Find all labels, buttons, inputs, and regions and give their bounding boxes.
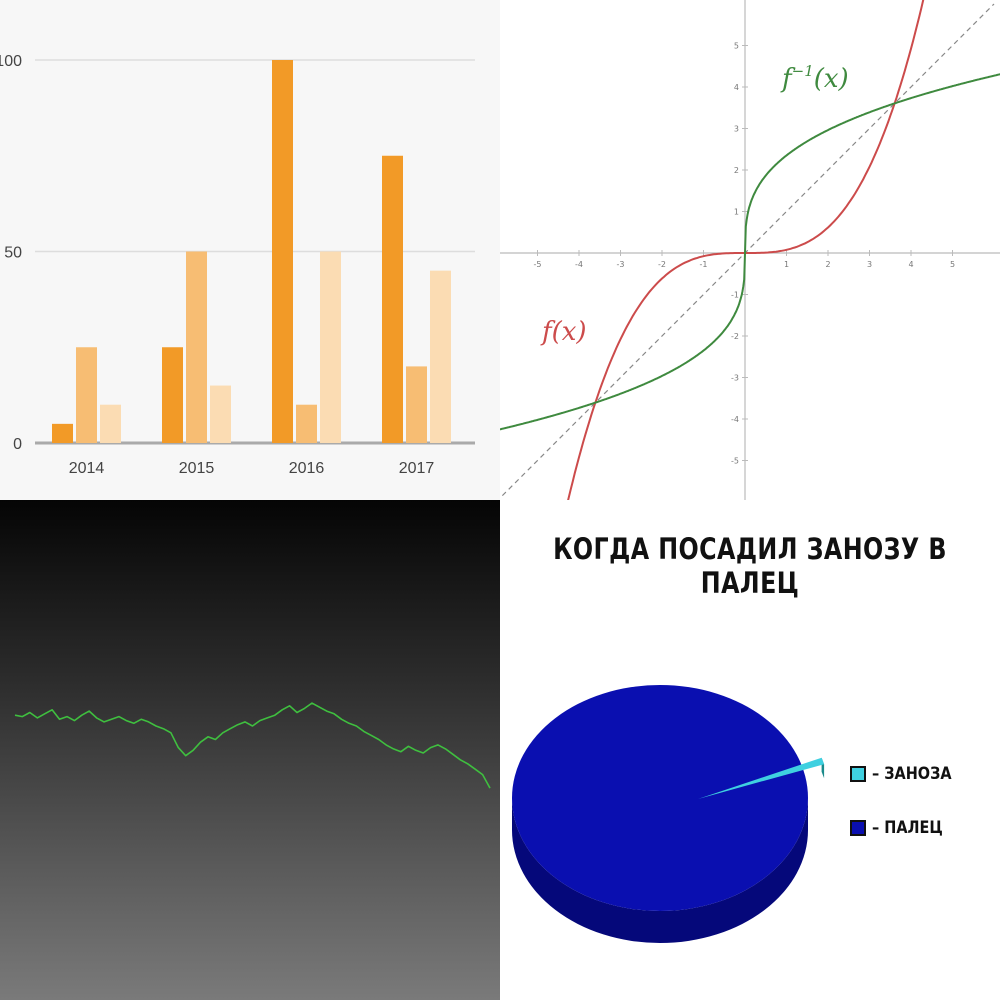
legend-label-splinter: – ЗАНОЗА <box>872 764 952 784</box>
stock-chart-panel <box>0 500 500 1000</box>
bar-2017-s0 <box>382 155 403 443</box>
bar-2016-s0 <box>272 60 293 443</box>
bar-2017-s1 <box>406 366 427 443</box>
bar-chart-panel: 0 50 100 2014 2015 2016 2017 <box>0 0 500 500</box>
pie-chart <box>512 685 825 943</box>
x-ticklabel-5: 5 <box>950 260 955 269</box>
bar-2014-s1 <box>76 347 97 443</box>
curve-f <box>567 0 925 500</box>
legend-item-finger: – ПАЛЕЦ <box>850 818 1000 838</box>
bar-xtick-2017: 2017 <box>399 460 435 477</box>
x-ticklabel--3: -3 <box>617 260 625 269</box>
pie-slice-splinter <box>698 757 825 799</box>
bar-xtick-2014: 2014 <box>69 460 105 477</box>
bar-2015-s0 <box>162 347 183 443</box>
bar-2017-s2 <box>430 270 451 443</box>
function-graph: -5 -4 -3 -2 -1 1 2 3 4 5 -5 -4 -3 -2 -1 1 2 3 4 5 f(x) f−1(x) <box>500 0 1000 500</box>
y-ticklabel--5: -5 <box>731 457 739 466</box>
function-graph-panel: -5 -4 -3 -2 -1 1 2 3 4 5 -5 -4 -3 -2 -1 1 2 3 4 5 f(x) f−1(x) <box>500 0 1000 500</box>
y-ticklabel--2: -2 <box>731 332 739 341</box>
legend-item-splinter: – ЗАНОЗА <box>850 764 1000 784</box>
label-f-inverse-arg: (x) <box>814 64 849 94</box>
bar-2016-s1 <box>296 404 317 443</box>
pie-slice-finger <box>512 685 808 911</box>
bar-2015-s1 <box>186 251 207 443</box>
bar-chart: 0 50 100 2014 2015 2016 2017 <box>0 53 475 477</box>
label-f-inverse-sup: −1 <box>792 62 814 80</box>
bar-xtick-2016: 2016 <box>289 460 325 477</box>
pie-chart-title: КОГДА ПОСАДИЛ ЗАНОЗУ В ПАЛЕЦ <box>553 532 947 600</box>
y-ticklabel-2: 2 <box>734 166 739 175</box>
x-ticklabel-3: 3 <box>867 260 872 269</box>
y-ticklabel-4: 4 <box>734 83 739 92</box>
y-ticklabel--4: -4 <box>731 415 739 424</box>
pie-side <box>512 798 808 943</box>
stock-line <box>14 702 491 789</box>
x-ticklabel-2: 2 <box>825 260 830 269</box>
bar-ytick-2: 100 <box>0 53 22 70</box>
bar-2014-s0 <box>52 423 73 443</box>
label-f-inverse: f−1(x) <box>780 62 849 94</box>
bar-ytick-1: 50 <box>4 245 22 262</box>
y-ticklabel-1: 1 <box>734 208 739 217</box>
label-f: f(x) <box>540 317 587 347</box>
x-ticklabel--5: -5 <box>534 260 542 269</box>
x-ticklabel--1: -1 <box>700 260 708 269</box>
bar-ytick-0: 0 <box>13 436 22 453</box>
y-ticklabel--1: -1 <box>731 291 739 300</box>
x-ticklabel-4: 4 <box>908 260 913 269</box>
x-ticklabel--4: -4 <box>575 260 583 269</box>
bar-2015-s2 <box>210 385 231 443</box>
y-ticklabel-3: 3 <box>734 125 739 134</box>
y-ticklabel--3: -3 <box>731 374 739 383</box>
bar-2016-s2 <box>320 251 341 443</box>
legend-swatch-splinter <box>850 766 866 782</box>
legend-label-finger: – ПАЛЕЦ <box>872 818 943 838</box>
y-ticklabel-5: 5 <box>734 42 739 51</box>
bar-xtick-2015: 2015 <box>179 460 215 477</box>
stock-line-chart <box>14 702 491 789</box>
x-ticklabel--2: -2 <box>658 260 666 269</box>
bar-2014-s2 <box>100 404 121 443</box>
curve-f-inverse <box>500 73 1000 431</box>
pie-chart-panel: КОГДА ПОСАДИЛ ЗАНОЗУ В ПАЛЕЦ – ЗАНОЗА – … <box>500 500 1000 1000</box>
legend-swatch-finger <box>850 820 866 836</box>
x-ticklabel-1: 1 <box>784 260 789 269</box>
